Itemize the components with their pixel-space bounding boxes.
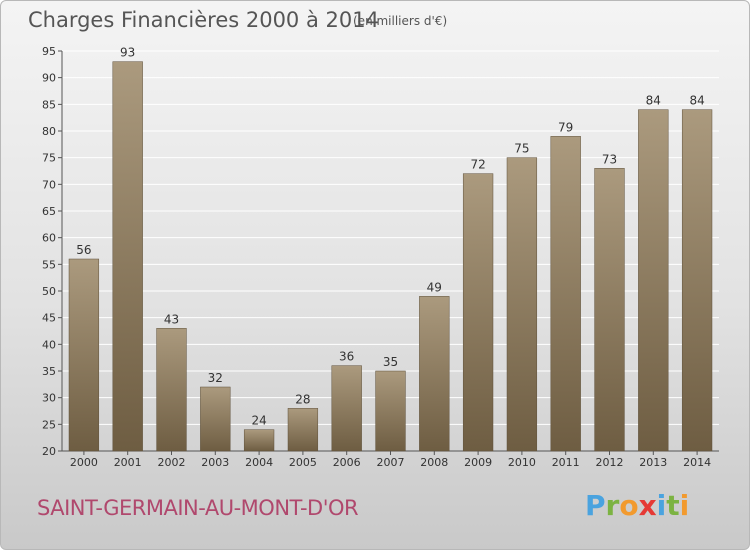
bar bbox=[638, 109, 669, 452]
data-label: 84 bbox=[646, 94, 661, 108]
bar bbox=[331, 365, 362, 452]
y-tick-label: 90 bbox=[42, 72, 56, 85]
y-tick-label: 75 bbox=[42, 152, 56, 165]
logo-letter: r bbox=[605, 489, 620, 522]
bar bbox=[68, 258, 100, 452]
bar bbox=[506, 157, 538, 452]
logo-letter: P bbox=[585, 489, 606, 522]
bar bbox=[681, 109, 713, 452]
y-tick-label: 20 bbox=[42, 445, 56, 458]
bar bbox=[462, 173, 494, 452]
commune-name: SAINT-GERMAIN-AU-MONT-D'OR bbox=[37, 496, 359, 520]
x-tick-label: 2007 bbox=[377, 456, 405, 469]
x-tick-label: 2011 bbox=[552, 456, 580, 469]
x-tick-label: 2003 bbox=[201, 456, 229, 469]
y-tick-label: 35 bbox=[42, 365, 56, 378]
data-label: 56 bbox=[76, 243, 91, 257]
y-tick-label: 50 bbox=[42, 285, 56, 298]
chart-title: Charges Financières 2000 à 2014 bbox=[28, 8, 379, 32]
x-tick-label: 2002 bbox=[158, 456, 186, 469]
bar bbox=[550, 136, 581, 452]
y-tick-label: 95 bbox=[42, 45, 56, 58]
bar bbox=[375, 370, 406, 452]
x-tick-label: 2008 bbox=[420, 456, 448, 469]
y-tick-label: 45 bbox=[42, 312, 56, 325]
y-tick-label: 80 bbox=[42, 125, 56, 138]
data-label: 35 bbox=[383, 355, 398, 369]
data-label: 49 bbox=[427, 280, 442, 294]
x-tick-label: 2001 bbox=[114, 456, 142, 469]
data-label: 93 bbox=[120, 46, 135, 60]
data-label: 79 bbox=[558, 120, 573, 134]
y-tick-label: 25 bbox=[42, 418, 56, 431]
bar bbox=[112, 61, 143, 452]
y-tick-label: 60 bbox=[42, 232, 56, 245]
bar bbox=[287, 408, 319, 452]
data-label: 36 bbox=[339, 350, 354, 364]
y-tick-label: 55 bbox=[42, 258, 56, 271]
y-tick-label: 30 bbox=[42, 392, 56, 405]
logo-letter: i bbox=[656, 489, 667, 522]
logo-letter: i bbox=[679, 489, 690, 522]
data-label: 43 bbox=[164, 312, 179, 326]
y-tick-label: 70 bbox=[42, 178, 56, 191]
bar bbox=[594, 168, 625, 452]
bar bbox=[243, 429, 275, 452]
x-tick-label: 2009 bbox=[464, 456, 492, 469]
x-tick-label: 2013 bbox=[639, 456, 667, 469]
x-tick-label: 2010 bbox=[508, 456, 536, 469]
bar bbox=[156, 328, 187, 452]
chart-subtitle: (en milliers d'€) bbox=[353, 14, 448, 28]
data-label: 84 bbox=[689, 94, 704, 108]
y-tick-label: 85 bbox=[42, 98, 56, 111]
logo-letter: t bbox=[666, 489, 680, 522]
bar bbox=[419, 296, 450, 452]
data-label: 24 bbox=[251, 414, 266, 428]
x-tick-label: 2014 bbox=[683, 456, 711, 469]
x-tick-label: 2000 bbox=[70, 456, 98, 469]
logo-letter: o bbox=[619, 489, 639, 522]
data-label: 72 bbox=[470, 158, 485, 172]
x-tick-label: 2006 bbox=[333, 456, 361, 469]
data-label: 75 bbox=[514, 142, 529, 156]
x-tick-label: 2004 bbox=[245, 456, 273, 469]
x-tick-label: 2005 bbox=[289, 456, 317, 469]
data-label: 32 bbox=[208, 371, 223, 385]
data-label: 28 bbox=[295, 392, 310, 406]
proxiti-logo: Proxiti bbox=[585, 489, 689, 522]
x-tick-label: 2012 bbox=[596, 456, 624, 469]
logo-letter: x bbox=[638, 489, 657, 522]
bar bbox=[200, 386, 231, 452]
y-tick-label: 40 bbox=[42, 338, 56, 351]
data-label: 73 bbox=[602, 152, 617, 166]
y-tick-label: 65 bbox=[42, 205, 56, 218]
